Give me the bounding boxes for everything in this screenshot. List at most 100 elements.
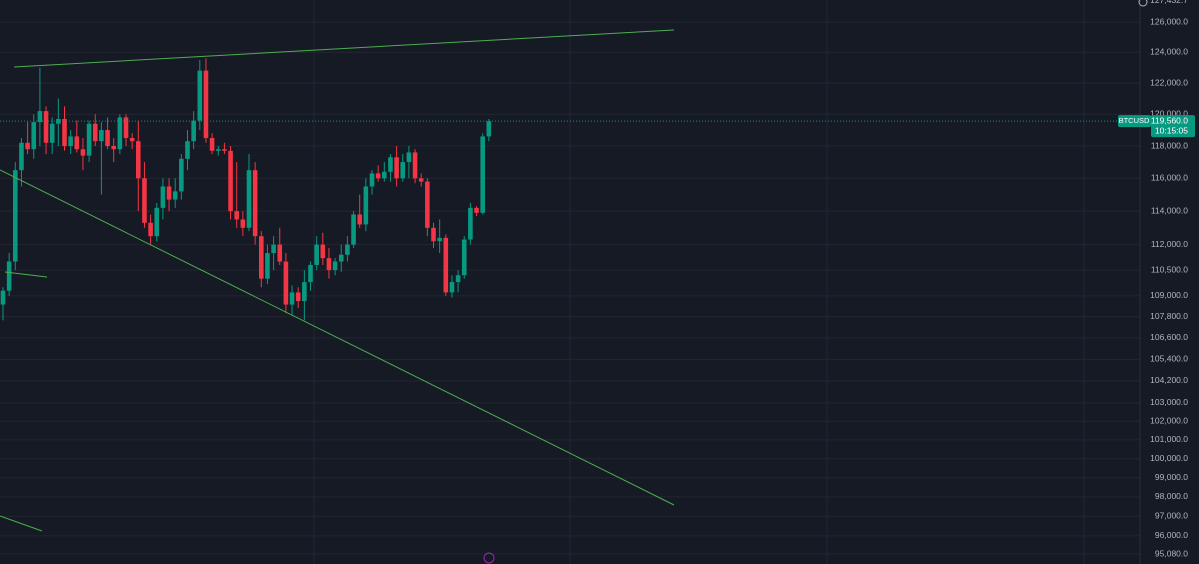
candle-body [418,178,424,182]
candle-body [369,173,375,187]
candle-body [111,146,116,150]
candle-body [461,239,467,276]
candle-body [68,136,73,147]
assistant-icon[interactable] [483,552,495,564]
candle-body [302,282,307,302]
candle-body [259,236,264,279]
candle-body [295,292,301,302]
y-tick-label: 103,000.0 [1150,397,1188,407]
trend-line [4,271,48,278]
y-tick-label: 107,800.0 [1150,311,1188,321]
candle-body [62,118,67,147]
candle-body [160,186,166,208]
symbol-label: BTCUSD [1119,116,1150,125]
candle-body [338,254,344,262]
drawings [0,29,675,532]
candle-body [375,173,381,179]
candle-body [86,123,92,156]
y-tick-label: 100,000.0 [1150,453,1188,463]
price-tag [1151,115,1195,138]
candle-body [271,244,276,254]
candle-body [13,170,18,262]
y-tick-label: 110,500.0 [1151,264,1188,274]
candle-body [486,121,492,137]
candle-body [431,227,436,242]
candle-body [412,152,418,179]
candle-body [234,211,239,220]
grid [0,0,1140,564]
candle-body [142,178,147,223]
price-axis: 126,000.0 124,000.0 122,000.0 120,000.0 118,… [1118,0,1195,558]
candle-body [80,149,86,156]
y-tick-label: 126,000.0 [1150,16,1188,26]
candle-body [314,244,319,265]
candle-body [25,142,30,150]
y-tick-label: 114,000.0 [1151,205,1188,215]
countdown-label: 10:15:05 [1155,125,1188,135]
candle-body [480,136,485,213]
candle-body [357,214,362,225]
y-tick-label: 116,000.0 [1151,173,1188,183]
candle-body [326,258,332,271]
candle-body [166,186,172,200]
candle-body [443,237,449,293]
trend-line [13,29,675,68]
candle-body [363,186,369,225]
candle-body [148,222,153,237]
y-tick-label: 99,000.0 [1155,472,1188,482]
candle-body [406,152,412,163]
y-tick-label: 101,000.0 [1150,434,1188,444]
candle-body [123,117,129,139]
candle-body [277,244,283,262]
y-tick-label: 109,000.0 [1150,290,1188,300]
candle-body [437,237,442,242]
candle-body [56,118,61,124]
candle-body [388,157,393,172]
y-tick-label: 98,000.0 [1155,491,1188,501]
candle-body [394,157,399,179]
candle-body [19,142,24,171]
candle-body [203,70,209,139]
candle-body [332,261,338,271]
candle-body [209,138,215,151]
y-tick-label: 118,000.0 [1151,140,1188,150]
y-tick-label: 124,000.0 [1150,47,1188,57]
candle-body [129,138,135,142]
candle-body [105,130,110,147]
candle-body [117,117,123,150]
high-marker-label: 127,432.7 [1150,0,1188,5]
settings-icon[interactable] [1138,0,1148,7]
y-tick-label: 104,200.0 [1150,375,1188,385]
candle-body [172,191,178,200]
candle-body [92,123,98,142]
candle-body [154,207,160,237]
symbol-tag [1118,115,1151,128]
y-tick-label: 106,600.0 [1150,332,1188,342]
candle-body [252,170,258,237]
candle-body [31,122,37,150]
candle-body [37,111,43,123]
candle-body [320,244,326,259]
candle-body [179,158,184,192]
candle-body [246,170,252,228]
candle-body [0,290,6,305]
trend-line [0,169,675,506]
candle-body [197,70,203,121]
y-tick-label: 105,400.0 [1150,354,1188,364]
candle-body [240,219,246,228]
candle-body [351,214,356,245]
y-tick-label: 120,000.0 [1150,108,1188,118]
candle-body [215,149,221,151]
candle-body [43,111,49,143]
last-price-label: 119,560.0 [1151,115,1188,125]
candle-body [382,171,387,179]
candle-body [400,162,406,179]
candle-body [289,292,295,305]
y-tick-label: 97,000.0 [1155,511,1188,521]
candle-body [455,275,461,283]
candle-body [136,141,141,179]
candle-body [283,261,289,305]
candle-body [185,141,190,159]
candle-body [74,136,80,150]
